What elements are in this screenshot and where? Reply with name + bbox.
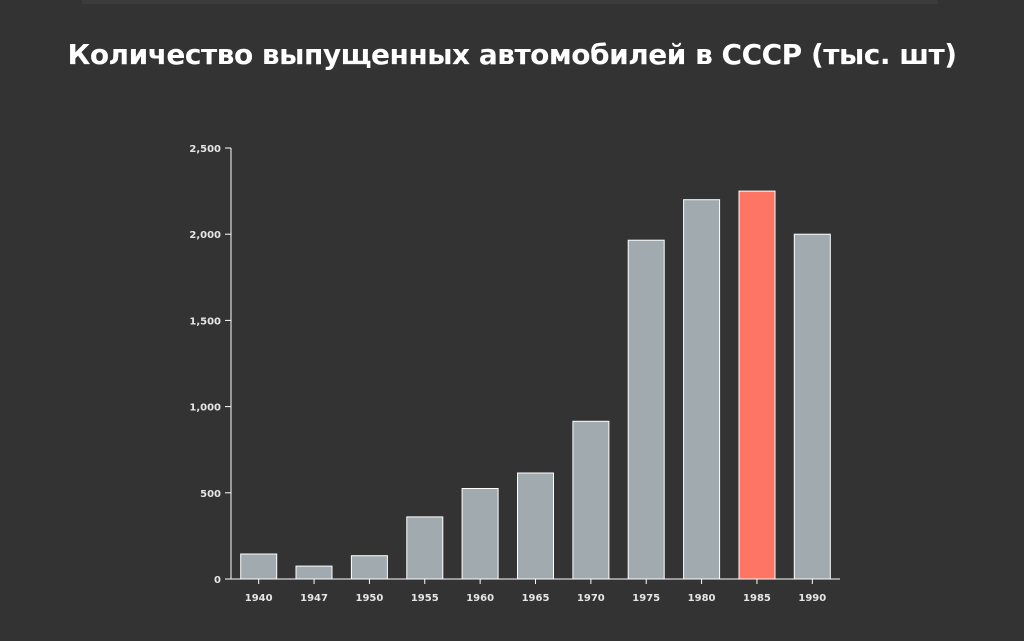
- x-tick-label-1985: 1985: [743, 593, 771, 604]
- y-tick-label-1000: 1,000: [189, 403, 221, 414]
- bar-1955: [406, 516, 444, 580]
- x-tick-label-1960: 1960: [466, 593, 494, 604]
- bar-1990: [793, 233, 831, 580]
- bar-1960: [461, 488, 499, 580]
- x-tick-label-1975: 1975: [632, 593, 660, 604]
- top-strip: [82, 0, 938, 4]
- bar-1985: [738, 190, 776, 580]
- bar-1980: [683, 199, 721, 580]
- x-tick-label-1990: 1990: [798, 593, 826, 604]
- y-tick-label-0: 0: [214, 575, 221, 586]
- x-tick-label-1980: 1980: [688, 593, 716, 604]
- y-tick-label-2000: 2,000: [189, 230, 221, 241]
- x-tick-label-1965: 1965: [522, 593, 550, 604]
- y-tick-label-1500: 1,500: [189, 316, 221, 327]
- x-tick-label-1955: 1955: [411, 593, 439, 604]
- y-tick-label-2500: 2,500: [189, 144, 221, 155]
- bar-1947: [295, 565, 333, 580]
- bar-1965: [517, 472, 554, 580]
- bar-1940: [240, 553, 278, 580]
- x-tick-label-1970: 1970: [577, 593, 605, 604]
- x-tick-label-1947: 1947: [300, 593, 328, 604]
- chart-title: Количество выпущенных автомобилей в СССР…: [67, 38, 957, 71]
- bar-1970: [572, 420, 610, 580]
- x-tick-label-1940: 1940: [245, 593, 273, 604]
- y-tick-label-500: 500: [200, 489, 221, 500]
- bar-1975: [627, 239, 665, 580]
- x-tick-label-1950: 1950: [355, 593, 383, 604]
- bar-1950: [350, 555, 388, 580]
